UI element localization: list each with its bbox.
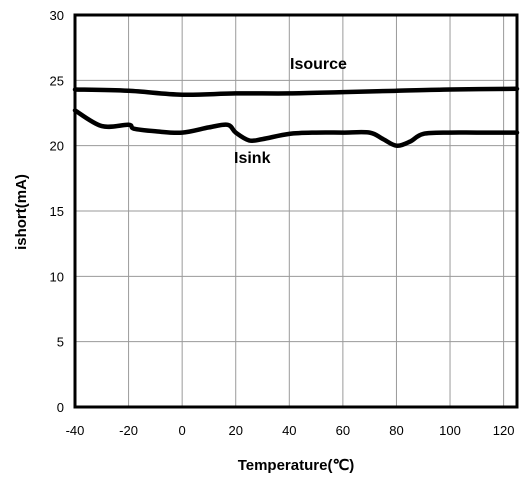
- y-tick-label: 20: [50, 139, 64, 154]
- x-tick-label: 40: [282, 423, 296, 438]
- series-lines: [72, 86, 520, 148]
- x-tick-label: 60: [336, 423, 350, 438]
- y-tick-label: 5: [57, 335, 64, 350]
- series-label-isource: Isource: [290, 56, 347, 73]
- grid: [75, 15, 517, 407]
- plot-frame: [73, 13, 519, 409]
- x-tick-label: -20: [119, 423, 138, 438]
- series-line-isink: [72, 108, 520, 148]
- y-tick-label: 10: [50, 269, 64, 284]
- x-tick-label: 80: [389, 423, 403, 438]
- x-axis-title: Temperature(℃): [238, 457, 355, 474]
- tick-labels: -40 -20 0 20 40 60 80 100 120 0 5 10 15 20 25 30: [50, 8, 515, 438]
- y-tick-label: 25: [50, 73, 64, 88]
- y-tick-label: 0: [57, 400, 64, 415]
- x-tick-label: 100: [439, 423, 461, 438]
- series-line-isource: [72, 86, 520, 98]
- x-tick-label: 120: [493, 423, 515, 438]
- x-tick-label: -40: [66, 423, 85, 438]
- series-label-isink: Isink: [234, 150, 271, 167]
- y-axis-title: ishort(mA): [13, 174, 30, 250]
- y-tick-label: 30: [50, 8, 64, 23]
- x-tick-label: 0: [179, 423, 186, 438]
- y-tick-label: 15: [50, 204, 64, 219]
- x-tick-label: 20: [228, 423, 242, 438]
